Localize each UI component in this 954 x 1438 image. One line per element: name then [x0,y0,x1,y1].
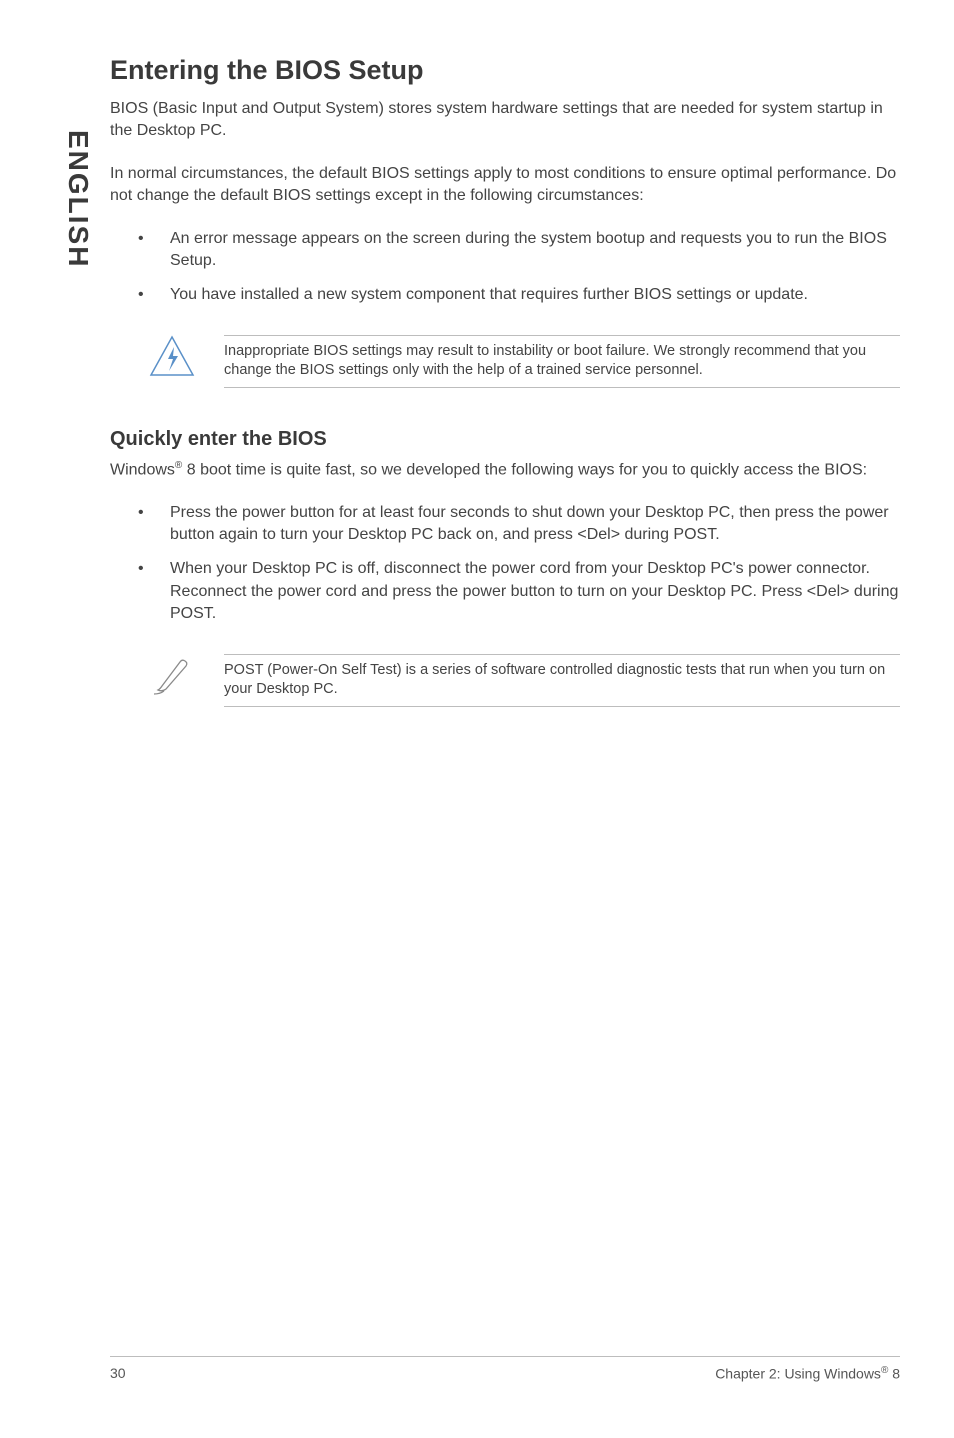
chapter-post: 8 [888,1366,900,1382]
list-item: Press the power button for at least four… [110,502,900,547]
list-item: You have installed a new system componen… [110,284,900,306]
sub-intro-pre: Windows [110,461,175,478]
main-content: Entering the BIOS Setup BIOS (Basic Inpu… [110,55,900,747]
quick-enter-list: Press the power button for at least four… [110,502,900,626]
circumstances-list: An error message appears on the screen d… [110,228,900,307]
list-item: When your Desktop PC is off, disconnect … [110,558,900,625]
info-note-text-wrap: POST (Power-On Self Test) is a series of… [224,654,900,707]
info-note-text: POST (Power-On Self Test) is a series of… [224,661,900,700]
warning-note-text: Inappropriate BIOS settings may result t… [224,342,900,381]
page-footer: 30 Chapter 2: Using Windows® 8 [110,1356,900,1382]
warning-note-box: Inappropriate BIOS settings may result t… [148,335,900,388]
info-note-box: POST (Power-On Self Test) is a series of… [148,654,900,707]
warning-note-text-wrap: Inappropriate BIOS settings may result t… [224,335,900,388]
chapter-pre: Chapter 2: Using Windows [715,1366,881,1382]
sub-intro-post: 8 boot time is quite fast, so we develop… [182,461,867,478]
pen-note-icon [148,654,196,698]
intro-paragraph-2: In normal circumstances, the default BIO… [110,163,900,208]
list-item: An error message appears on the screen d… [110,228,900,273]
intro-paragraph-1: BIOS (Basic Input and Output System) sto… [110,98,900,143]
page-number: 30 [110,1365,126,1382]
lightning-warning-icon [148,335,196,379]
subheading-quickly-enter: Quickly enter the BIOS [110,428,900,451]
page-title: Entering the BIOS Setup [110,55,900,86]
chapter-label: Chapter 2: Using Windows® 8 [715,1365,900,1382]
sub-intro-paragraph: Windows® 8 boot time is quite fast, so w… [110,459,900,482]
side-tab-english: ENGLISH [62,130,94,268]
